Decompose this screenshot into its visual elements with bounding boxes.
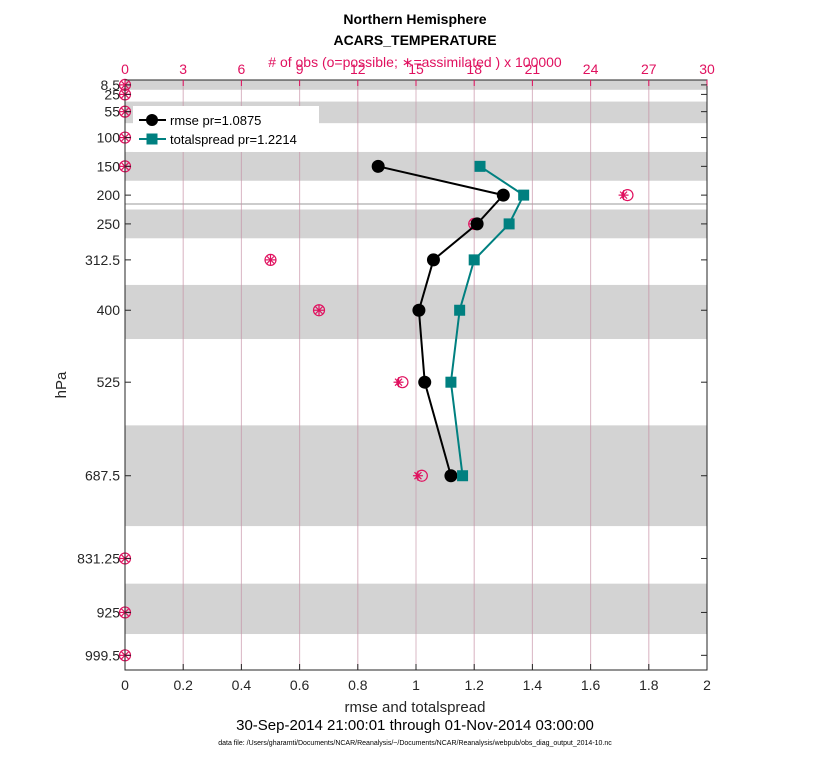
totalspread-point <box>457 470 469 482</box>
obs-assimilated-marker <box>314 305 324 316</box>
x-tick-label: 1.8 <box>639 677 659 693</box>
obs-assimilated-marker <box>265 254 276 265</box>
totalspread-point <box>474 160 486 172</box>
x-tick-label: 0 <box>121 677 129 693</box>
top-tick-label: 21 <box>525 61 541 77</box>
rmse-point <box>412 303 426 317</box>
chart-subtitle: ACARS_TEMPERATURE <box>333 32 496 48</box>
totalspread-point <box>518 189 530 201</box>
rmse-point <box>371 159 385 173</box>
x-tick-label: 0.2 <box>173 677 193 693</box>
obs-possible-marker <box>312 304 326 317</box>
y-tick-label: 150 <box>97 158 121 174</box>
x-tick-label: 1.2 <box>464 677 484 693</box>
y-tick-label: 525 <box>97 374 121 390</box>
legend-totalspread-marker <box>146 133 158 145</box>
series-lines <box>371 159 530 483</box>
chart-title: Northern Hemisphere <box>343 11 486 27</box>
rmse-point <box>444 469 458 483</box>
obs-assimilated-marker <box>393 377 404 388</box>
footnote: data file: /Users/gharamti/Documents/NCA… <box>218 740 612 747</box>
top-tick-label: 27 <box>641 61 657 77</box>
x-tick-label: 1.6 <box>581 677 601 693</box>
totalspread-point <box>445 376 457 388</box>
legend-rmse-label: rmse pr=1.0875 <box>170 113 261 128</box>
y-tick-label: 831.25 <box>77 550 120 566</box>
x-tick-label: 1.4 <box>523 677 543 693</box>
top-tick-label: 9 <box>296 61 304 77</box>
top-tick-label: 30 <box>699 61 715 77</box>
x-tick-label: 0.4 <box>232 677 252 693</box>
y-tick-label: 400 <box>97 302 121 318</box>
rmse-point <box>418 375 432 389</box>
y-tick-label: 999.5 <box>85 647 120 663</box>
obs-assimilated-marker <box>412 470 423 481</box>
top-tick-label: 15 <box>408 61 424 77</box>
x-tick-label: 0.8 <box>348 677 368 693</box>
totalspread-point <box>454 304 466 316</box>
top-tick-label: 6 <box>238 61 246 77</box>
totalspread-point <box>468 254 480 266</box>
y-tick-label: 312.5 <box>85 252 120 268</box>
totalspread-point <box>503 218 515 230</box>
rmse-point <box>426 253 440 267</box>
date-range: 30-Sep-2014 21:00:01 through 01-Nov-2014… <box>236 717 594 734</box>
y-tick-label: 8.5 <box>101 77 121 93</box>
y-tick-label: 100 <box>97 130 121 146</box>
rmse-point <box>470 217 484 231</box>
y-tick-label: 687.5 <box>85 468 120 484</box>
top-tick-label: 12 <box>350 61 366 77</box>
y-tick-label: 925 <box>97 604 121 620</box>
x-axis-label: rmse and totalspread <box>345 699 486 716</box>
top-tick-label: 24 <box>583 61 599 77</box>
y-tick-label: 25 <box>104 86 120 102</box>
top-tick-label: 18 <box>466 61 482 77</box>
axis-ticks: 0 0.2 0.4 0.6 0.8 1 1.2 1.4 1.6 1.8 2 0 3 6 9 12 15 18 21 2… <box>77 61 715 693</box>
top-axis-label: # of obs (o=possible; ∗=assimilated ) x … <box>268 54 562 70</box>
obs-assimilated-marker <box>618 190 629 201</box>
y-tick-label: 200 <box>97 187 121 203</box>
y-tick-label: 250 <box>97 216 121 232</box>
legend: rmse pr=1.0875 totalspread pr=1.2214 <box>133 106 319 152</box>
top-tick-label: 0 <box>121 61 129 77</box>
x-tick-label: 2 <box>703 677 711 693</box>
rmse-point <box>496 188 510 202</box>
x-tick-label: 1 <box>412 677 420 693</box>
legend-rmse-marker <box>146 114 158 126</box>
grid-lines <box>182 80 650 670</box>
legend-totalspread-label: totalspread pr=1.2214 <box>170 132 297 147</box>
x-tick-label: 0.6 <box>290 677 310 693</box>
y-tick-label: 55 <box>104 104 120 120</box>
obs-possible-marker <box>264 253 277 266</box>
y-axis-label: hPa <box>53 371 70 398</box>
top-tick-label: 3 <box>179 61 187 77</box>
